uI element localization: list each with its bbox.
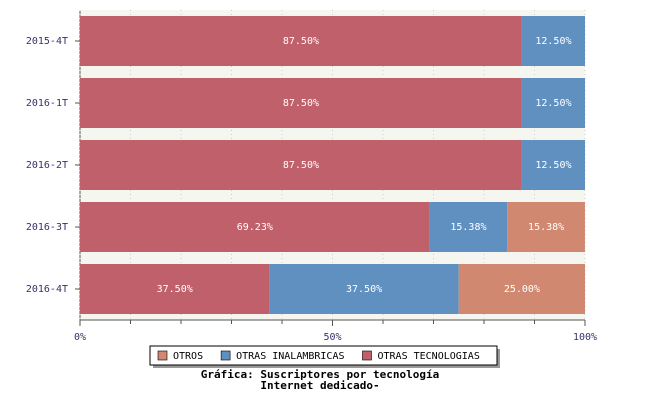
data-label: 15.38% — [528, 222, 564, 233]
data-label: 69.23% — [237, 222, 273, 233]
legend-swatch — [362, 350, 372, 361]
bar-segment — [80, 140, 522, 190]
data-label: 87.50% — [283, 36, 319, 47]
legend-label: OTRAS INALAMBRICAS — [236, 351, 344, 362]
bar-segment — [507, 202, 585, 252]
data-label: 15.38% — [450, 222, 486, 233]
data-label: 87.50% — [283, 160, 319, 171]
y-tick-label: 2016-4T — [26, 284, 68, 295]
data-label: 12.50% — [535, 36, 571, 47]
legend-swatch — [220, 350, 231, 361]
legend-box — [149, 345, 498, 366]
bar-segment — [458, 264, 585, 314]
data-label: 12.50% — [535, 160, 571, 171]
data-label: 25.00% — [504, 284, 540, 295]
legend-swatch — [157, 350, 168, 361]
bar-segment — [269, 264, 459, 314]
data-label: 12.50% — [535, 98, 571, 109]
y-tick-label: 2015-4T — [26, 36, 68, 47]
bar-segment — [80, 202, 430, 252]
bar-segment — [80, 16, 522, 66]
x-tick-label: 50% — [323, 332, 341, 343]
bar-segment — [521, 16, 585, 66]
data-label: 87.50% — [283, 98, 319, 109]
y-tick-label: 2016-3T — [26, 222, 68, 233]
bar-segment — [521, 140, 585, 190]
x-tick-label: 0% — [74, 332, 86, 343]
bar-segment — [521, 78, 585, 128]
x-tick-label: 100% — [573, 332, 597, 343]
data-label: 37.50% — [157, 284, 193, 295]
legend-label: OTRAS TECNOLOGIAS — [377, 351, 479, 362]
data-label: 37.50% — [346, 284, 382, 295]
bar-segment — [429, 202, 508, 252]
y-tick-label: 2016-2T — [26, 160, 68, 171]
chart-title: Gráfica: Suscriptores por tecnología — [201, 368, 439, 381]
chart-subtitle: Internet dedicado- — [260, 379, 379, 392]
bar-segment — [80, 264, 270, 314]
legend-label: OTROS — [173, 351, 203, 362]
y-tick-label: 2016-1T — [26, 98, 68, 109]
bar-segment — [80, 78, 522, 128]
